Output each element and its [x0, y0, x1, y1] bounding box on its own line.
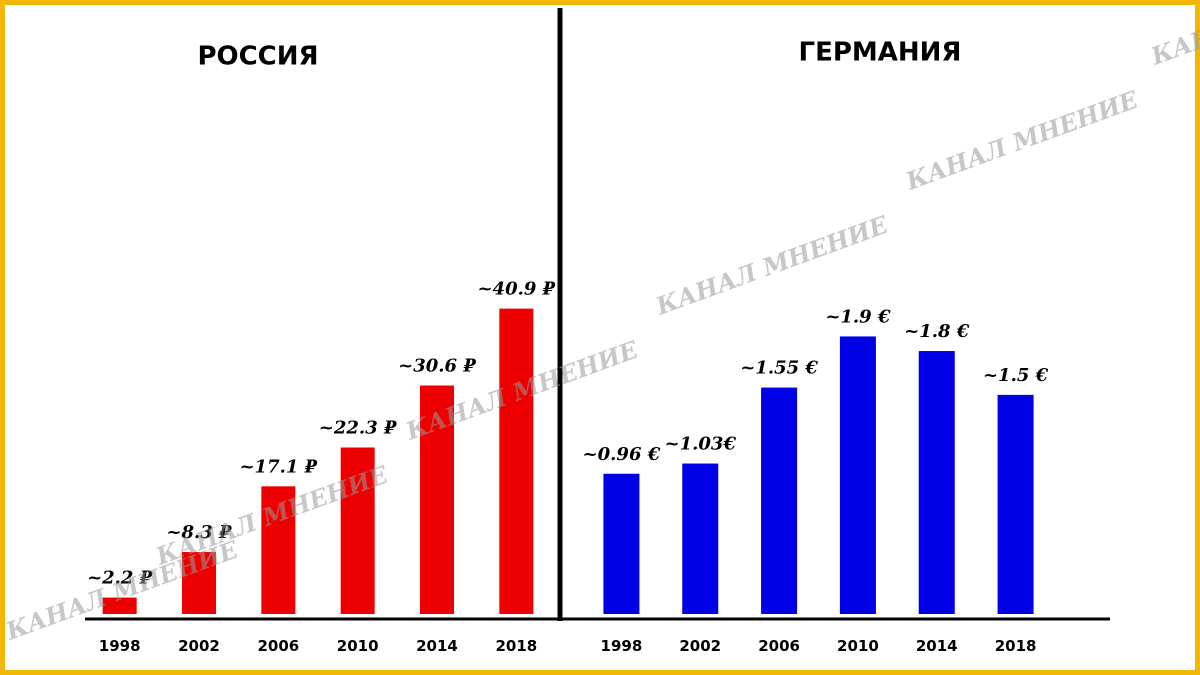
bar	[682, 463, 719, 614]
bar	[182, 552, 216, 614]
value-label: ~1.55 €	[740, 358, 818, 379]
x-tick-label: 2006	[758, 637, 800, 655]
x-tick-label: 2010	[337, 637, 379, 655]
value-label: ~8.3 ₽	[166, 522, 232, 543]
bar	[761, 387, 798, 614]
x-tick-label: 1998	[601, 637, 643, 655]
value-label: ~40.9 ₽	[477, 279, 555, 300]
value-label: ~0.96 €	[583, 444, 661, 465]
bar	[340, 447, 375, 614]
bar	[603, 473, 640, 614]
value-label: ~1.8 €	[904, 321, 970, 342]
bar	[261, 486, 296, 614]
x-tick-label: 2014	[416, 637, 458, 655]
x-tick-label: 2014	[916, 637, 958, 655]
x-tick-label: 2006	[257, 637, 299, 655]
chart-title: РОССИЯ	[197, 42, 318, 72]
x-tick-label: 2002	[178, 637, 220, 655]
value-label: ~1.9 €	[825, 306, 891, 327]
value-label: ~30.6 ₽	[398, 356, 476, 377]
value-label: ~2.2 ₽	[87, 568, 153, 589]
bar	[420, 385, 454, 614]
x-tick-label: 2018	[995, 637, 1037, 655]
bar	[997, 394, 1034, 614]
value-label: ~22.3 ₽	[319, 417, 397, 438]
value-label: ~1.03€	[665, 434, 737, 455]
bar	[102, 597, 137, 614]
bar	[918, 351, 955, 614]
x-tick-label: 2018	[495, 637, 537, 655]
value-label: ~1.5 €	[983, 365, 1049, 386]
x-tick-label: 2002	[679, 637, 721, 655]
bar	[839, 336, 876, 614]
chart-title: ГЕРМАНИЯ	[799, 38, 962, 68]
x-tick-label: 2010	[837, 637, 879, 655]
bar	[499, 308, 534, 614]
value-label: ~17.1 ₽	[239, 456, 317, 477]
x-tick-label: 1998	[99, 637, 141, 655]
